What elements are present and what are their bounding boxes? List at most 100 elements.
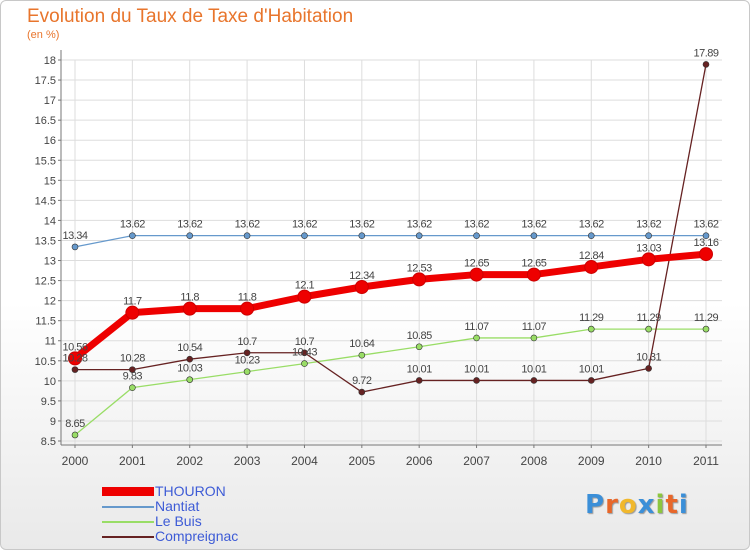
data-label-nantiat: 13.62	[521, 219, 546, 231]
data-point-thouron	[699, 247, 713, 262]
series-line-nantiat	[74, 235, 707, 248]
x-tick-label: 2001	[119, 454, 146, 468]
data-point-thouron	[526, 267, 541, 282]
y-tick-label: 10.5	[35, 356, 56, 368]
y-tick-label: 17.5	[35, 75, 56, 87]
data-point-nantiat	[71, 243, 79, 251]
data-label-le-buis: 10.03	[177, 363, 202, 375]
data-point-le-buis	[358, 351, 366, 359]
data-point-compreignac	[129, 366, 136, 373]
x-tick-label: 2004	[291, 454, 318, 468]
x-tick-label: 2003	[234, 454, 261, 468]
data-label-compreignac: 10.01	[579, 363, 604, 375]
y-tick-label: 17	[44, 95, 56, 107]
data-point-nantiat	[129, 232, 136, 239]
x-tick-label: 2008	[521, 454, 548, 468]
series-line-thouron	[71, 250, 710, 362]
data-point-compreignac	[702, 61, 710, 68]
data-point-thouron	[182, 301, 197, 316]
y-tick-label: 9	[50, 416, 56, 428]
data-label-compreignac: 10.54	[177, 342, 202, 354]
data-point-le-buis	[530, 334, 538, 342]
y-tick-label: 18	[44, 55, 56, 67]
legend-swatch-compreignac	[102, 536, 154, 538]
data-label-compreignac: 10.28	[62, 353, 87, 365]
data-label-le-buis: 10.64	[349, 338, 374, 350]
logo-letter: o	[618, 490, 638, 520]
data-point-le-buis	[301, 360, 308, 367]
data-label-nantiat: 13.62	[349, 219, 374, 231]
data-point-thouron	[641, 252, 656, 267]
y-tick-label: 14.5	[35, 195, 56, 207]
legend-label-nantiat: Nantiat	[155, 498, 200, 514]
data-label-thouron: 12.65	[464, 258, 489, 270]
data-point-compreignac	[301, 349, 308, 357]
data-label-nantiat: 13.62	[120, 219, 145, 231]
data-label-compreignac: 10.01	[464, 363, 489, 375]
y-tick-label: 12	[44, 296, 56, 308]
data-point-le-buis	[71, 431, 79, 439]
data-point-compreignac	[243, 349, 251, 357]
data-point-thouron	[297, 289, 312, 304]
data-label-nantiat: 13.62	[292, 219, 317, 231]
data-label-thouron: 13.03	[636, 242, 661, 254]
data-point-nantiat	[587, 232, 595, 239]
data-label-le-buis: 11.07	[522, 321, 547, 333]
data-label-nantiat: 13.62	[579, 219, 604, 231]
x-tick-label: 2009	[578, 454, 605, 468]
logo-letter: t	[665, 490, 679, 520]
data-point-compreignac	[415, 377, 423, 384]
data-label-compreignac: 10.01	[407, 363, 432, 375]
y-tick-label: 12.5	[35, 276, 56, 288]
data-label-thouron: 10.56	[62, 341, 87, 353]
data-label-compreignac: 10.7	[295, 336, 315, 348]
y-tick-label: 10	[44, 376, 56, 388]
data-label-compreignac: 10.28	[120, 353, 145, 365]
y-tick-label: 13.5	[35, 235, 56, 247]
x-tick-label: 2007	[463, 454, 490, 468]
x-tick-label: 2011	[693, 454, 719, 468]
series-line-compreignac	[74, 63, 707, 393]
data-label-le-buis: 11.29	[694, 312, 719, 324]
data-point-compreignac	[358, 388, 366, 396]
logo-letter: r	[605, 490, 619, 520]
data-point-nantiat	[301, 232, 308, 239]
data-label-le-buis: 11.07	[464, 321, 489, 333]
legend-swatch-le-buis	[102, 521, 154, 523]
data-point-thouron	[125, 305, 140, 320]
y-tick-label: 8.5	[41, 436, 56, 448]
proxiti-logo: Proxiti	[585, 490, 689, 520]
logo-letter: i	[678, 490, 689, 520]
data-point-thouron	[240, 301, 255, 316]
y-tick-label: 15	[44, 175, 56, 187]
x-tick-label: 2000	[62, 454, 89, 468]
data-point-le-buis	[702, 325, 710, 333]
data-point-thouron	[354, 279, 369, 294]
y-tick-label: 13	[44, 256, 56, 268]
data-label-thouron: 11.7	[123, 296, 142, 308]
y-tick-label: 9.5	[41, 396, 56, 408]
y-tick-label: 11.5	[35, 316, 56, 328]
data-label-thouron: 12.65	[521, 258, 546, 270]
data-point-nantiat	[530, 232, 538, 239]
x-tick-label: 2006	[406, 454, 433, 468]
data-label-compreignac: 17.89	[693, 47, 718, 59]
data-point-compreignac	[530, 377, 538, 384]
data-point-compreignac	[645, 365, 652, 372]
data-point-compreignac	[71, 366, 79, 373]
data-label-le-buis: 11.29	[637, 312, 662, 324]
data-point-le-buis	[473, 334, 480, 342]
data-label-nantiat: 13.62	[177, 219, 202, 231]
data-point-le-buis	[129, 384, 136, 391]
data-point-thouron	[412, 272, 427, 287]
data-label-thouron: 12.1	[295, 280, 315, 292]
logo-letter: x	[637, 490, 656, 520]
data-label-thouron: 12.53	[407, 262, 432, 274]
data-label-thouron: 11.8	[180, 292, 199, 304]
data-label-le-buis: 10.85	[407, 330, 432, 342]
data-label-compreignac: 10.31	[636, 351, 661, 363]
y-tick-label: 16	[44, 135, 56, 147]
data-label-le-buis: 10.43	[292, 347, 317, 359]
